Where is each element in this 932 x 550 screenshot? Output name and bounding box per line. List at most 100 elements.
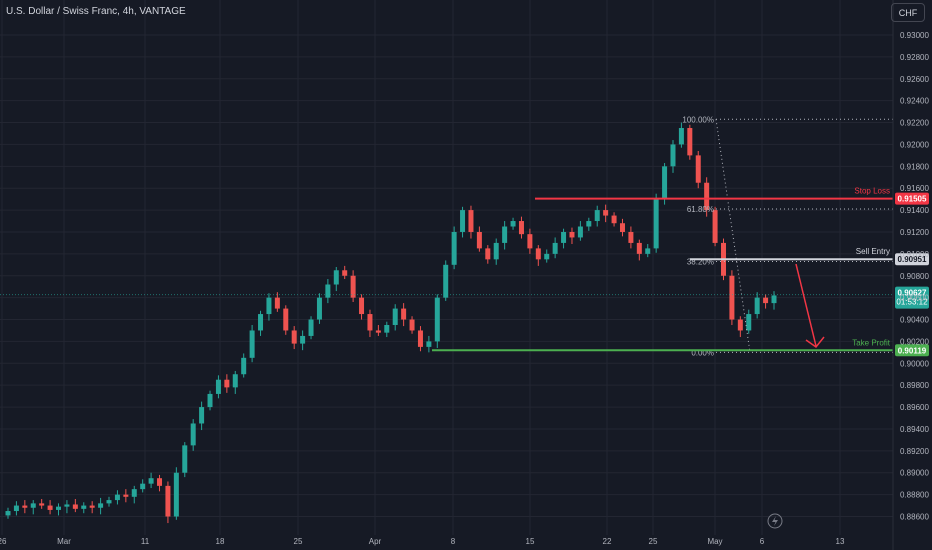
current-price-tag: 0.90627 xyxy=(898,289,927,298)
take-profit-tag: 0.90119 xyxy=(898,346,927,355)
candle xyxy=(746,314,752,331)
candle xyxy=(493,242,499,260)
price-tick: 0.91400 xyxy=(900,206,929,215)
current-price-tag-bg xyxy=(895,286,929,309)
candle xyxy=(173,472,179,517)
sell-entry-tag-bg xyxy=(895,253,929,266)
stop-loss-label: Stop Loss xyxy=(854,187,890,196)
time-tick: 13 xyxy=(836,537,845,546)
take-profit-label: Take Profit xyxy=(852,338,891,347)
price-tick: 0.88600 xyxy=(900,513,929,522)
candle xyxy=(140,483,146,490)
candle xyxy=(375,330,381,333)
price-tick: 0.92800 xyxy=(900,53,929,62)
candle xyxy=(754,297,760,315)
candle xyxy=(409,319,415,331)
candle xyxy=(561,231,567,243)
candle xyxy=(106,500,112,504)
candle xyxy=(157,478,163,486)
candle xyxy=(468,210,474,232)
price-tick: 0.89400 xyxy=(900,425,929,434)
price-tick: 0.92400 xyxy=(900,97,929,106)
candle xyxy=(72,504,78,509)
candle xyxy=(342,270,348,276)
candle xyxy=(636,242,642,254)
candle xyxy=(544,253,550,260)
price-tick: 0.89200 xyxy=(900,447,929,456)
candle xyxy=(712,210,718,243)
time-tick: 22 xyxy=(603,537,612,546)
currency-button[interactable]: CHF xyxy=(891,3,925,22)
candle xyxy=(603,210,609,216)
candle xyxy=(695,155,701,183)
price-tick: 0.89800 xyxy=(900,381,929,390)
candle xyxy=(123,494,129,497)
candle xyxy=(207,393,213,408)
time-tick: 26 xyxy=(0,537,7,546)
candle xyxy=(300,335,306,344)
candles xyxy=(5,122,777,524)
candle xyxy=(249,330,255,358)
take-profit-tag-bg xyxy=(895,344,929,357)
candle xyxy=(316,297,322,320)
candle xyxy=(611,215,617,224)
candle xyxy=(678,128,684,145)
time-tick: 25 xyxy=(649,537,658,546)
fib-label: 0.00% xyxy=(691,348,714,357)
time-tick: 11 xyxy=(141,537,150,546)
sell-entry-tag: 0.90951 xyxy=(898,255,927,264)
price-tick: 0.90800 xyxy=(900,272,929,281)
projection-arrow xyxy=(795,263,817,347)
candle xyxy=(577,226,583,238)
candle xyxy=(569,231,575,238)
candle xyxy=(224,379,230,388)
candle xyxy=(662,166,668,200)
candle xyxy=(687,128,693,156)
candle xyxy=(434,297,440,342)
candle xyxy=(527,234,533,249)
price-tick: 0.90400 xyxy=(900,316,929,325)
candle xyxy=(476,231,482,249)
countdown-tag: 01:53:12 xyxy=(896,298,928,307)
price-tick: 0.93000 xyxy=(900,31,929,40)
candle xyxy=(401,308,407,320)
replay-icon[interactable] xyxy=(767,513,783,529)
candle xyxy=(737,319,743,331)
candle xyxy=(645,248,651,254)
candle xyxy=(131,489,137,497)
candle xyxy=(215,379,221,394)
price-tick: 0.91800 xyxy=(900,162,929,171)
time-tick: Mar xyxy=(57,537,71,546)
price-tick: 0.90200 xyxy=(900,337,929,346)
candle xyxy=(485,248,491,260)
time-tick: May xyxy=(707,537,722,546)
candle xyxy=(704,182,710,211)
fib-label: 100.00% xyxy=(682,115,714,124)
time-axis[interactable]: 26 Mar 11 18 25 Apr 8 15 22 25 May 6 13 xyxy=(0,537,845,546)
time-tick: 25 xyxy=(294,537,303,546)
candle xyxy=(274,297,280,309)
candle xyxy=(510,221,516,227)
price-tick: 0.91200 xyxy=(900,228,929,237)
fib-label: 38.20% xyxy=(687,258,714,267)
candle xyxy=(148,478,154,484)
candle xyxy=(535,248,541,260)
trade-overlay: 100.00% 61.80% 38.20% 0.00% Stop Loss 0.91505… xyxy=(0,115,929,357)
candle xyxy=(241,357,247,375)
candle xyxy=(165,485,171,517)
candle xyxy=(114,494,120,501)
price-tick: 0.90600 xyxy=(900,294,929,303)
candle xyxy=(417,330,423,347)
candle xyxy=(367,314,373,331)
candle xyxy=(619,223,625,232)
sell-entry-label: Sell Entry xyxy=(856,247,890,256)
time-tick: 18 xyxy=(216,537,225,546)
candle xyxy=(426,341,432,347)
price-tick: 0.89000 xyxy=(900,469,929,478)
candle xyxy=(258,314,264,331)
price-axis[interactable]: 0.93000 0.92800 0.92600 0.92400 0.92200 0.920… xyxy=(892,0,929,550)
candle xyxy=(22,505,28,508)
candle xyxy=(56,506,62,510)
fib-diagonal xyxy=(715,119,751,353)
